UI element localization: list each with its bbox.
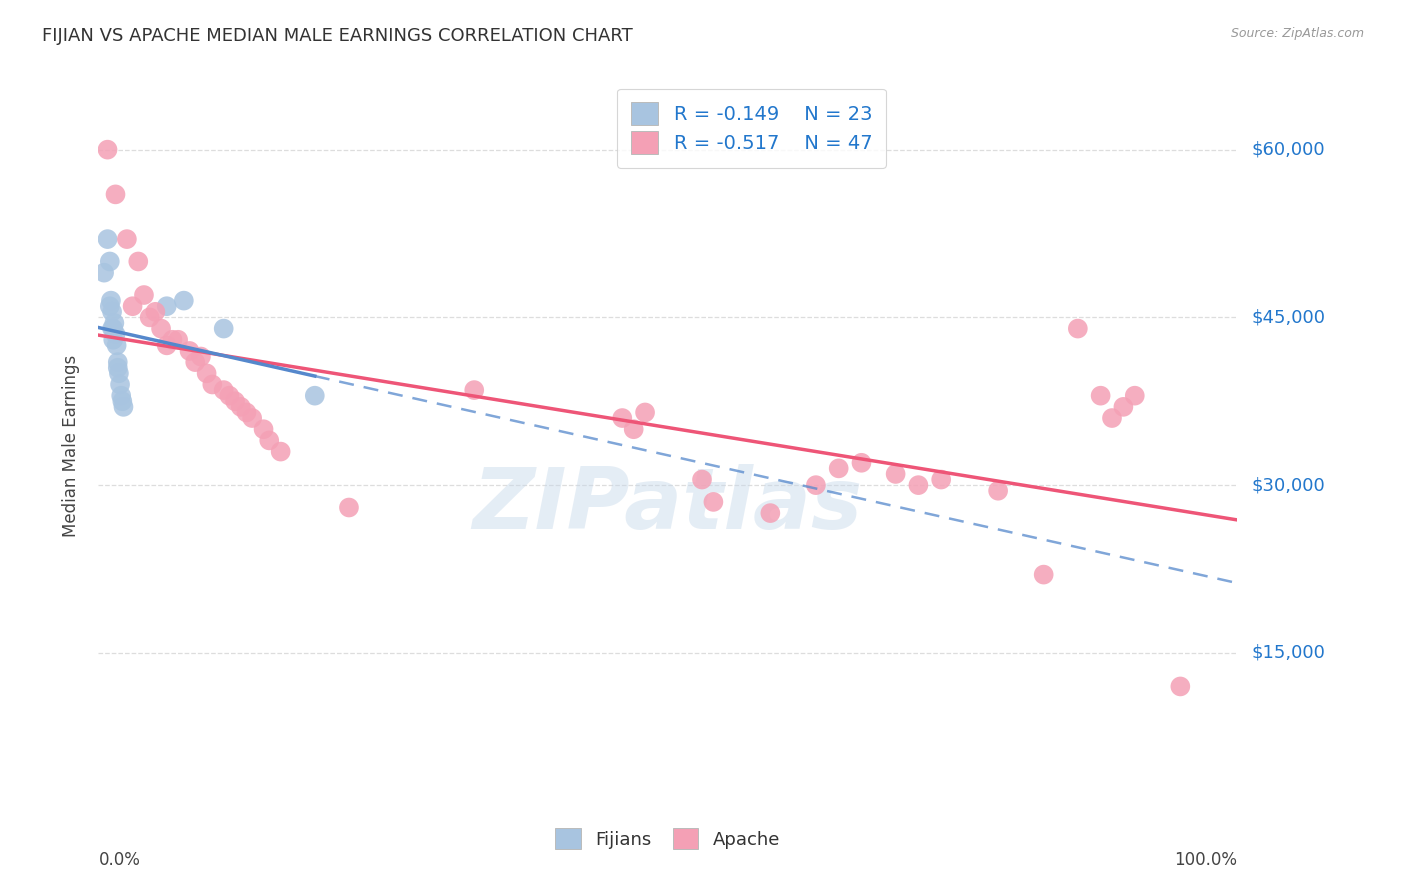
Point (96, 232, 118, 246)
Point (270, 444, 292, 458)
Point (1090, 389, 1112, 403)
Point (145, 305, 167, 319)
Point (103, 316, 125, 330)
Point (201, 377, 224, 392)
Point (218, 389, 240, 403)
Point (190, 350, 212, 364)
Point (987, 483, 1010, 498)
Point (162, 333, 184, 347)
Legend: Fijians, Apache: Fijians, Apache (548, 822, 787, 856)
Text: $60,000: $60,000 (1251, 141, 1324, 159)
Point (107, 355, 129, 369)
Point (1170, 680, 1192, 694)
Point (235, 405, 257, 419)
Point (804, 478, 827, 492)
Point (212, 321, 235, 335)
Point (167, 333, 190, 347)
Point (304, 389, 326, 403)
Point (1032, 567, 1054, 582)
Point (195, 367, 218, 381)
Point (110, 389, 132, 403)
Point (127, 254, 149, 268)
Point (101, 321, 124, 335)
Point (156, 338, 179, 352)
Point (184, 355, 207, 369)
Point (105, 338, 128, 352)
Point (1067, 321, 1090, 335)
Point (112, 400, 135, 414)
Point (101, 305, 124, 319)
Point (1112, 400, 1135, 414)
Text: 100.0%: 100.0% (1174, 851, 1237, 869)
Point (612, 411, 634, 425)
Text: Source: ZipAtlas.com: Source: ZipAtlas.com (1230, 27, 1364, 40)
Text: $45,000: $45,000 (1251, 309, 1326, 326)
Point (259, 434, 281, 448)
Text: $15,000: $15,000 (1251, 644, 1324, 662)
Point (229, 400, 252, 414)
Point (138, 310, 160, 325)
Point (115, 232, 138, 246)
Point (690, 473, 713, 487)
Point (224, 394, 246, 409)
Y-axis label: Median Male Earnings: Median Male Earnings (62, 355, 80, 537)
Point (150, 321, 173, 335)
Point (337, 500, 360, 515)
Point (98, 254, 121, 268)
Point (759, 506, 782, 520)
Point (828, 461, 851, 475)
Point (104, 187, 127, 202)
Point (98, 299, 121, 313)
Point (96, 143, 118, 157)
Point (111, 394, 134, 409)
Point (121, 299, 143, 313)
Point (907, 478, 929, 492)
Point (179, 343, 201, 358)
Point (1123, 389, 1146, 403)
Point (107, 360, 129, 375)
Text: ZIPatlas: ZIPatlas (472, 465, 863, 548)
Point (623, 422, 645, 436)
Point (104, 327, 127, 342)
Point (851, 456, 873, 470)
Point (240, 411, 263, 425)
Point (93, 266, 115, 280)
Point (634, 405, 657, 419)
Point (103, 321, 125, 335)
Text: $30,000: $30,000 (1251, 476, 1324, 494)
Point (463, 383, 485, 397)
Point (108, 377, 131, 392)
Text: FIJIAN VS APACHE MEDIAN MALE EARNINGS CORRELATION CHART: FIJIAN VS APACHE MEDIAN MALE EARNINGS CO… (42, 27, 633, 45)
Point (108, 367, 131, 381)
Point (702, 495, 724, 509)
Point (929, 473, 952, 487)
Point (1101, 411, 1123, 425)
Point (212, 383, 235, 397)
Point (252, 422, 274, 436)
Point (100, 293, 122, 308)
Point (132, 288, 155, 302)
Point (103, 333, 125, 347)
Point (173, 293, 195, 308)
Point (884, 467, 907, 481)
Point (156, 299, 179, 313)
Text: 0.0%: 0.0% (98, 851, 141, 869)
